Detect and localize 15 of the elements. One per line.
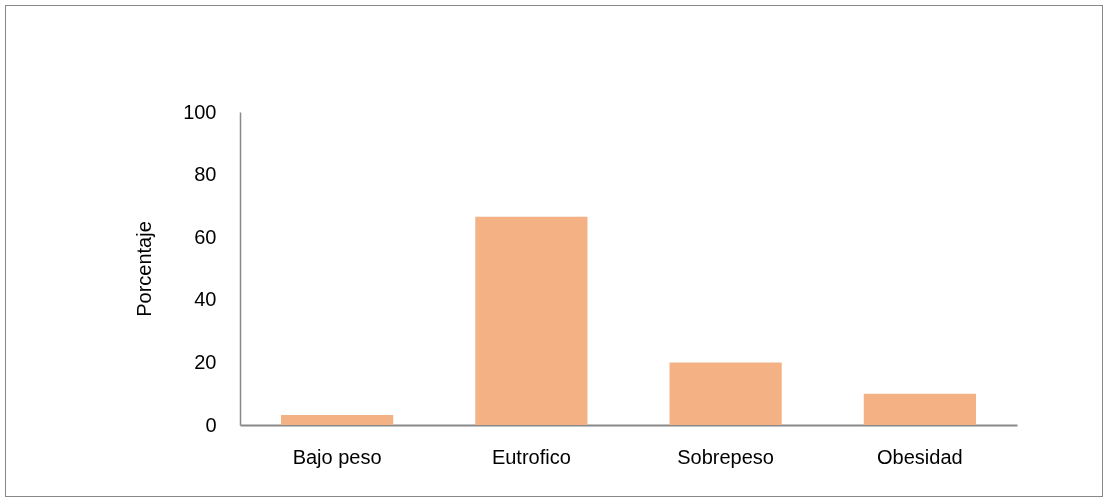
y-tick-label: 0 <box>205 413 217 436</box>
y-tick-label: 100 <box>183 100 217 123</box>
y-axis-title: Porcentaje <box>133 221 156 317</box>
y-tick-label: 80 <box>194 163 217 186</box>
bar <box>863 393 976 425</box>
x-tick-label: Obesidad <box>877 445 963 468</box>
y-tick-label: 20 <box>194 350 217 373</box>
y-tick-label: 60 <box>194 225 217 248</box>
x-tick-label: Sobrepeso <box>677 445 774 468</box>
bar <box>475 216 588 425</box>
x-tick-label: Eutrofico <box>491 445 571 468</box>
y-tick-label: 40 <box>194 288 217 311</box>
bar <box>669 362 782 425</box>
bar <box>281 414 394 425</box>
x-tick-label: Bajo peso <box>292 445 382 468</box>
